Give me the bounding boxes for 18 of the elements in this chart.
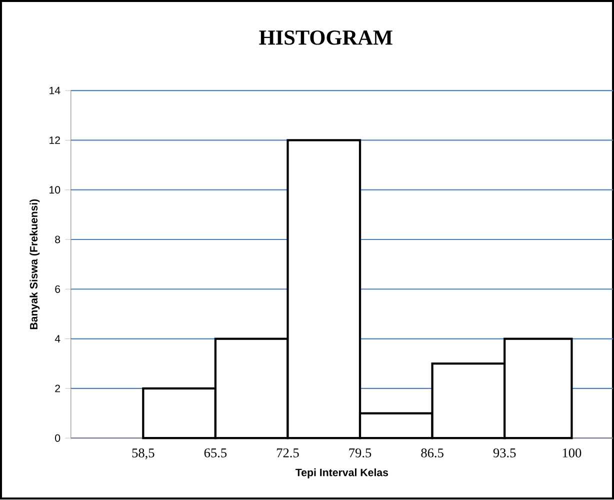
y-tick-label: 10	[50, 186, 60, 194]
y-tick-label: 12	[50, 136, 60, 144]
y-axis-title: Banyak Siswa (Frekuensi)	[30, 200, 40, 330]
x-tick-label: 86.5	[421, 448, 444, 458]
x-axis-title: Tepi Interval Kelas	[296, 468, 388, 479]
y-tick-label: 4	[54, 335, 60, 343]
x-tick-label: 65.5	[204, 448, 227, 458]
x-tick-label: 58,5	[132, 448, 154, 460]
x-tick-label: 100	[562, 448, 582, 458]
x-tick-label: 79.5	[349, 448, 372, 458]
x-tick-label: 72.5	[276, 448, 299, 458]
y-tick-label: 2	[55, 384, 60, 392]
y-tick-label: 8	[55, 236, 60, 244]
x-tick-label: 93.5	[493, 448, 516, 458]
y-tick-label: 14	[50, 87, 60, 94]
y-tick-label: 6	[55, 286, 60, 294]
y-tick-label: 0	[55, 434, 60, 442]
chart-title: HISTOGRAM	[259, 30, 392, 46]
